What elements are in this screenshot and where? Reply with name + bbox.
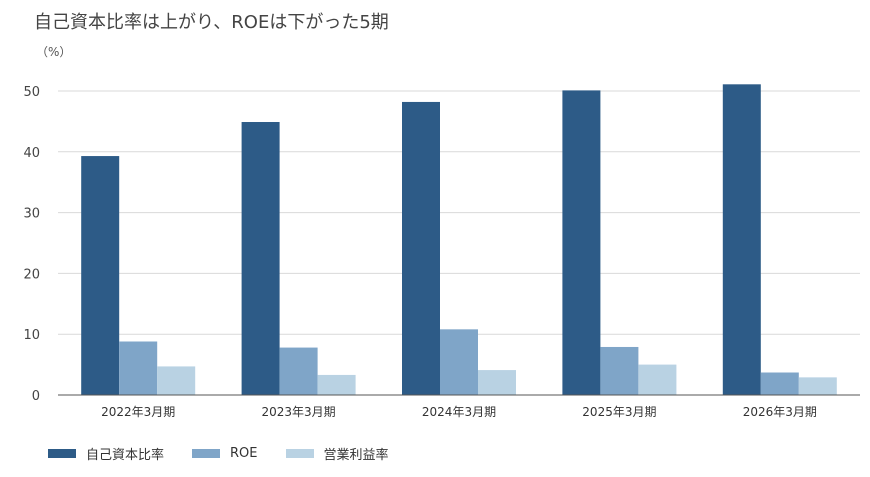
y-tick-label: 0 [32, 389, 40, 404]
y-axis-unit-label: （%） [36, 45, 72, 59]
x-tick-label: 2025年3月期 [582, 405, 656, 419]
bar [440, 329, 478, 395]
bar [722, 84, 761, 395]
legend-swatch-equity-ratio [48, 449, 76, 458]
bar-chart: 0 10 20 30 40 50 2022年3月期 2023年3月期 2024年3月期 2025… [23, 84, 860, 419]
bar [760, 372, 799, 395]
bar [798, 377, 837, 395]
x-tick-label: 2022年3月期 [101, 405, 175, 419]
legend-label-equity-ratio: 自己資本比率 [86, 448, 165, 463]
bar [157, 366, 196, 395]
y-tick-label: 20 [23, 267, 40, 282]
x-axis-tick-labels: 2022年3月期 2023年3月期 2024年3月期 2025年3月期 2026年3月期 [101, 405, 817, 419]
bar [81, 156, 120, 395]
chart-legend: 自己資本比率 ROE 営業利益率 [48, 444, 417, 463]
chart-title: 自己資本比率は上がり、ROEは下がった5期 [34, 12, 389, 33]
bar [119, 341, 158, 395]
legend-item-equity-ratio: 自己資本比率 [48, 444, 164, 463]
bar [402, 101, 440, 395]
legend-label-roe: ROE [230, 446, 258, 461]
y-axis-tick-labels: 0 10 20 30 40 50 [23, 85, 40, 404]
bar [279, 347, 318, 395]
x-tick-label: 2023年3月期 [262, 405, 336, 419]
x-tick-label: 2024年3月期 [422, 405, 496, 419]
bar [562, 90, 601, 395]
bar [600, 346, 639, 395]
y-tick-label: 40 [23, 146, 40, 161]
bar [638, 364, 677, 395]
legend-item-operating-margin: 営業利益率 [285, 444, 389, 463]
bar [317, 374, 356, 395]
y-tick-label: 50 [23, 85, 40, 100]
legend-swatch-operating-margin [285, 449, 314, 458]
legend-item-roe: ROE [192, 446, 258, 461]
x-tick-label: 2026年3月期 [743, 405, 817, 419]
bar [241, 122, 280, 396]
y-tick-label: 30 [23, 207, 40, 222]
bar-series [81, 84, 837, 396]
bar [478, 370, 516, 395]
legend-swatch-roe [192, 449, 221, 458]
legend-label-operating-margin: 営業利益率 [323, 448, 389, 463]
y-tick-label: 10 [23, 328, 40, 343]
